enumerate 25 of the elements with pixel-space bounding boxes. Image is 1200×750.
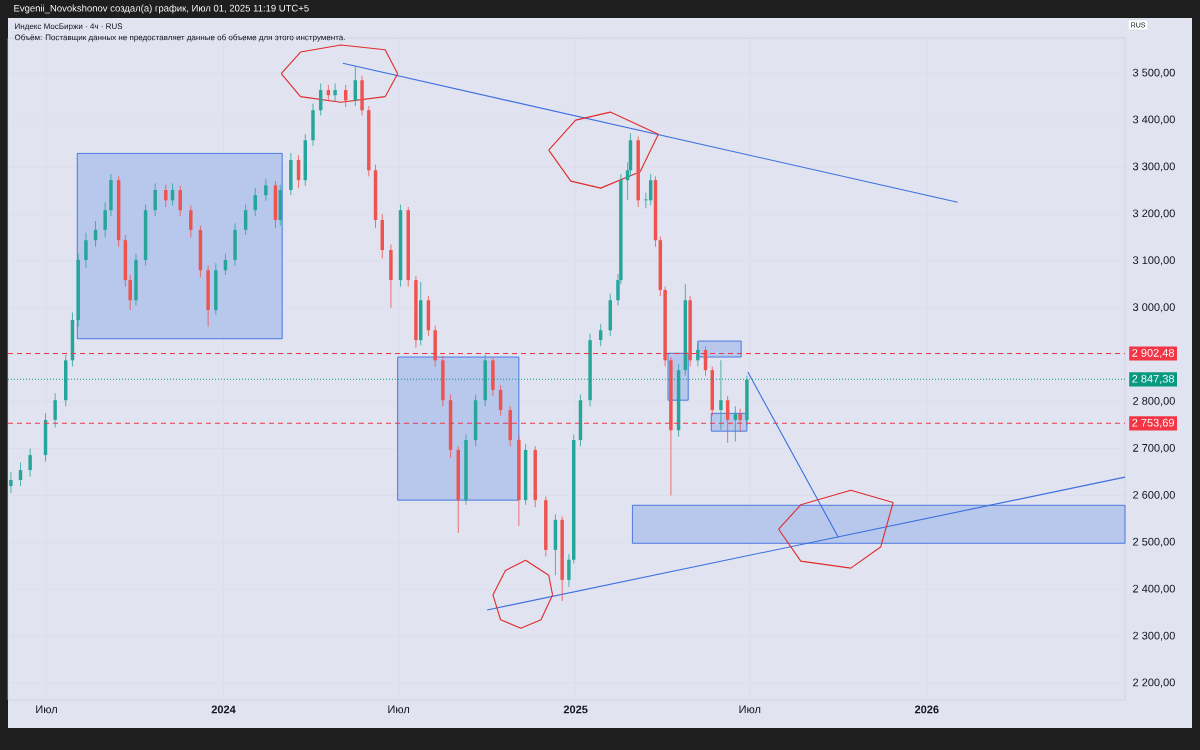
ref-line-label: 2 753,69 [1132,418,1174,428]
x-tick-label: Июл [36,705,57,714]
y-tick-label: 2 400,00 [1133,584,1175,594]
ref-line-label: 2 902,48 [1132,348,1175,359]
y-tick-label: 3 000,00 [1132,303,1175,313]
x-tick-label: Июл [388,705,410,714]
ref-line-label: 2 847,38 [1132,374,1175,384]
x-tick-label: 2026 [914,705,939,714]
y-tick-label: 2 500,00 [1133,537,1175,547]
y-tick-label: 2 700,00 [1133,443,1175,454]
y-tick-label: 3 400,00 [1132,115,1175,125]
y-tick-label: 2 600,00 [1133,490,1175,500]
chart-subtitle: Объём: Поставщик данных не предоставляет данные об объеме для этого инструмента. [14,34,345,42]
y-tick-label: 2 800,00 [1133,397,1175,407]
x-tick-label: Июл [739,705,761,714]
x-tick-label: 2024 [211,705,236,714]
y-tick-label: 2 300,00 [1133,631,1175,641]
y-tick-label: 3 100,00 [1132,256,1175,266]
text: Evgenii_Novokshonov создал(а) график, Июл 01, 2025 11:19 UTC+5 [14,4,309,14]
y-tick-label: 3 200,00 [1132,209,1175,219]
y-tick-label: 3 300,00 [1132,162,1175,172]
y-tick-label: 2 200,00 [1133,678,1175,688]
y-tick-label: 3 500,00 [1132,68,1175,78]
x-tick-label: 2025 [563,705,588,714]
chart-title: Индекс МосБиржи · 4ч · RUS [15,23,123,31]
